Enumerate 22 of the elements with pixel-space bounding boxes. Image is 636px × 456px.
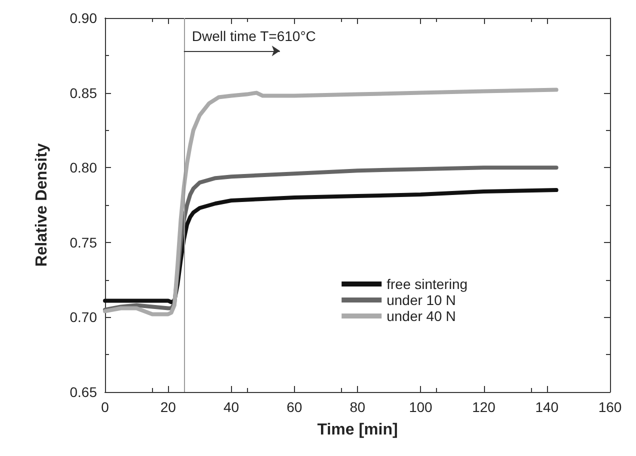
y-tick-label: 0.65 [70, 384, 98, 400]
line-series [103, 188, 558, 304]
legend-label: under 40 N [386, 308, 456, 324]
y-tick-label: 0.85 [70, 84, 98, 101]
x-tick-label: 140 [535, 399, 559, 415]
x-tick-label: 60 [286, 399, 302, 415]
y-tick-label: 0.75 [70, 234, 98, 250]
x-tick-label: 40 [223, 399, 240, 415]
y-tick-label: 0.70 [70, 309, 98, 326]
y-tick-label: 0.80 [70, 160, 98, 176]
x-tick-label: 120 [472, 399, 496, 415]
x-tick-label: 20 [160, 399, 176, 415]
legend-label: free sintering [386, 276, 468, 292]
y-axis-title: Relative Density [34, 143, 50, 267]
y-tick-label: 0.90 [70, 10, 98, 26]
x-tick-label: 80 [350, 399, 366, 415]
x-tick-label: 100 [408, 399, 433, 415]
x-axis-title: Time [min] [317, 422, 398, 438]
annotation: Dwell time T=610°C [192, 28, 316, 44]
legend-label: under 10 N [386, 292, 456, 308]
x-tick-label: 160 [598, 399, 622, 415]
x-tick-label: 0 [101, 399, 110, 415]
